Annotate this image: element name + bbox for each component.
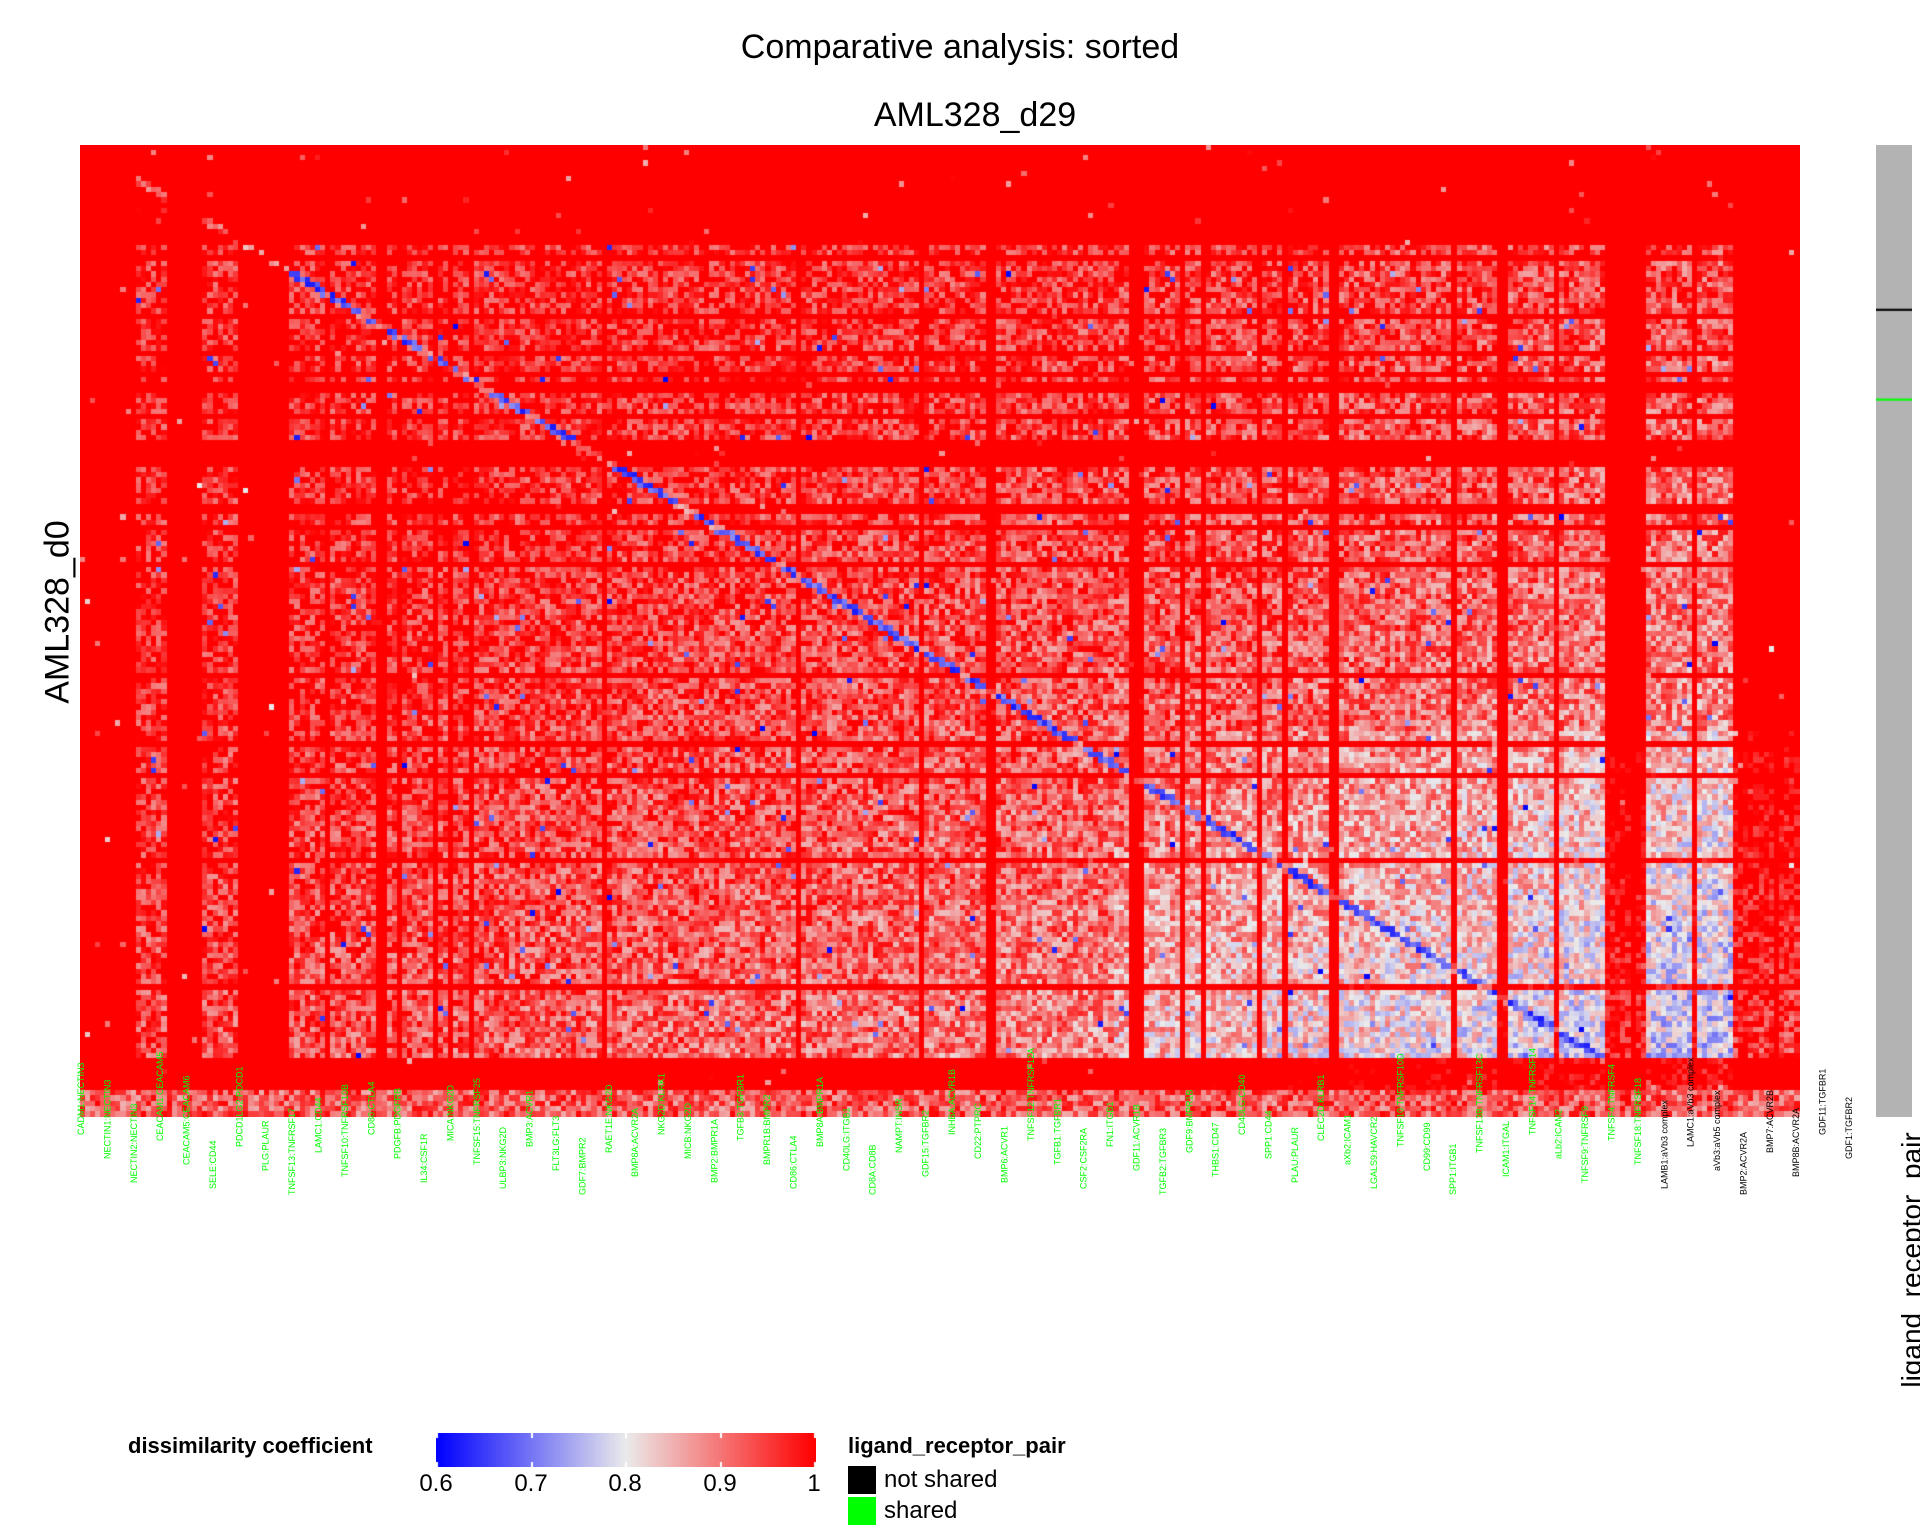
column-label: aXb2:ICAM1 bbox=[1343, 1114, 1353, 1165]
column-label: NAMPT:INSR bbox=[894, 1098, 904, 1153]
column-label: BMP8B:ACVR2A bbox=[1791, 1108, 1801, 1177]
column-label: SPP1:CD44 bbox=[1263, 1110, 1273, 1159]
column-label: CD86:CTLA4 bbox=[788, 1135, 798, 1189]
column-label: TNFSF4:TNFRSF4 bbox=[1607, 1064, 1617, 1141]
column-label: TNFSF13:TNFRSF17 bbox=[287, 1108, 297, 1195]
column-label: CD8A:CD8B bbox=[868, 1144, 878, 1195]
column-label: aVb3:aVb5 complex bbox=[1712, 1090, 1722, 1171]
column-label: BMP7:ACVR2B bbox=[1765, 1090, 1775, 1153]
column-label: IL34:CSF1R bbox=[419, 1133, 429, 1183]
column-label: LGALS9:HAVCR2 bbox=[1369, 1117, 1379, 1189]
color-legend-bar bbox=[436, 1433, 816, 1467]
column-label: CEACAM1:CEACAM5 bbox=[155, 1051, 165, 1141]
column-label: TGFB2:TGFBR3 bbox=[1158, 1128, 1168, 1195]
color-legend-tick: 0.8 bbox=[608, 1470, 642, 1497]
heatmap-cells bbox=[80, 145, 1800, 1117]
color-legend-tick: 0.6 bbox=[419, 1470, 453, 1497]
shared-label: shared bbox=[884, 1497, 958, 1524]
shared-swatch bbox=[848, 1497, 876, 1525]
not-shared-swatch bbox=[848, 1466, 876, 1494]
color-legend-title: dissimilarity coefficient bbox=[128, 1433, 373, 1458]
annotation-legend-title: ligand_receptor_pair bbox=[848, 1433, 1066, 1458]
column-label: CD99:CD99 bbox=[1422, 1122, 1432, 1171]
column-label: LAMC1:CD44 bbox=[313, 1097, 323, 1153]
column-label: CD22:PTPRC bbox=[973, 1102, 983, 1159]
column-label: CLEC2D:KLRB1 bbox=[1316, 1074, 1326, 1141]
column-label: NECTIN2:NECTIN3 bbox=[129, 1103, 139, 1183]
column-label: FLT3LG:FLT3 bbox=[551, 1116, 561, 1171]
column-label: aLb2:ICAM2 bbox=[1554, 1109, 1564, 1159]
column-label: TNFSF10:TNFRSF10B bbox=[340, 1084, 350, 1177]
column-label: TGFB1:TGFBR1 bbox=[1052, 1098, 1062, 1165]
column-label: GDF11:ACVR1B bbox=[1132, 1104, 1142, 1171]
column-label: BMPR1B:BMPR2 bbox=[762, 1094, 772, 1165]
column-label: SPP1:ITGB1 bbox=[1448, 1143, 1458, 1195]
column-label: NKG2D:KLRK1 bbox=[657, 1073, 667, 1135]
column-label: GDF9:BMPR1B bbox=[1184, 1089, 1194, 1153]
row-annotation-bar bbox=[1876, 145, 1912, 1117]
annotation-label: ligand_receptor_pair bbox=[1896, 1132, 1920, 1388]
column-label: NECTIN1:NECTIN3 bbox=[102, 1079, 112, 1159]
column-label: CEACAM5:CEACAM6 bbox=[182, 1075, 192, 1165]
column-label: ICAM1:ITGAL bbox=[1501, 1121, 1511, 1177]
column-label: GDF11:TGFBR1 bbox=[1818, 1069, 1828, 1135]
column-label: BMP3:ACVR1 bbox=[525, 1090, 535, 1147]
column-label: PLG:PLAUR bbox=[261, 1120, 271, 1171]
column-label: TNFSF10:TNFRSF10D bbox=[1395, 1053, 1405, 1147]
column-label: TGFB3:TGFBR1 bbox=[736, 1074, 746, 1141]
column-label: TNFSF15:TNFRSF25 bbox=[472, 1078, 482, 1165]
column-label: LAMC1:aVb3 complex bbox=[1686, 1057, 1696, 1147]
column-label: BMP2:ACVR2A bbox=[1738, 1132, 1748, 1195]
column-label: BMP6:ACVR1 bbox=[1000, 1126, 1010, 1183]
column-label: RAET1E:NKG2D bbox=[604, 1084, 614, 1153]
color-legend-tick: 0.9 bbox=[703, 1470, 737, 1497]
column-label: MICA:NKG2D bbox=[445, 1084, 455, 1141]
column-label: PLAU:PLAUR bbox=[1290, 1126, 1300, 1183]
column-label: INHBA:ACVR1B bbox=[947, 1069, 957, 1135]
column-label: MICB:NKG2D bbox=[683, 1102, 693, 1159]
column-label: BMP8A:BMPR1A bbox=[815, 1077, 825, 1147]
column-label: TNFSF13B:TNFRSF13C bbox=[1475, 1053, 1485, 1153]
not-shared-label: not shared bbox=[884, 1466, 998, 1493]
column-label: CADM1:NECTIN3 bbox=[76, 1062, 86, 1135]
color-legend-tick: 0.7 bbox=[514, 1470, 548, 1497]
column-title: AML328_d29 bbox=[873, 96, 1077, 134]
column-label: BMP8A:ACVR2A bbox=[630, 1108, 640, 1177]
column-label: GDF15:TGFBR2 bbox=[920, 1110, 930, 1177]
column-label: GDF1:TGFBR2 bbox=[1844, 1097, 1854, 1159]
column-label: CD40LG:ITGB1 bbox=[841, 1107, 851, 1171]
color-legend-tick: 1 bbox=[807, 1470, 821, 1497]
column-label: FN1:ITGB1 bbox=[1105, 1101, 1115, 1147]
column-label: SELE:CD44 bbox=[208, 1140, 218, 1189]
column-label: CSF2:CSF2RA bbox=[1079, 1128, 1089, 1189]
column-label: TNFSF9:TNFRSF9 bbox=[1580, 1106, 1590, 1183]
column-label: BMP2:BMPR1A bbox=[709, 1119, 719, 1183]
column-label: ULBP3:NKG2D bbox=[498, 1126, 508, 1189]
column-label: TNFSF18:TNFRSF18 bbox=[1633, 1078, 1643, 1165]
column-label: TNFSF14:TNFRSF14 bbox=[1527, 1048, 1537, 1135]
column-label: LAMB1:aVb3 complex bbox=[1659, 1099, 1669, 1189]
column-label: CD40LG:CD40 bbox=[1237, 1074, 1247, 1135]
column-label: CD80:CTLA4 bbox=[366, 1081, 376, 1135]
column-label: PDCD1LG2:PDCD1 bbox=[234, 1066, 244, 1147]
column-label: GDF7:BMPR2 bbox=[577, 1137, 587, 1195]
column-label: PDGFB:PDGFRB bbox=[393, 1088, 403, 1159]
column-label: THBS1:CD47 bbox=[1211, 1122, 1221, 1177]
chart-title: Comparative analysis: sorted bbox=[740, 28, 1180, 66]
column-label: TNFSF12:TNFRSF12A bbox=[1026, 1048, 1036, 1141]
